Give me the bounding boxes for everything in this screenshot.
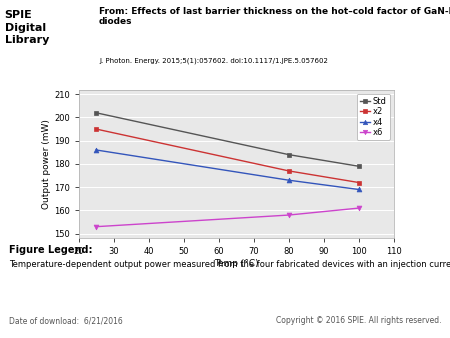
Text: SPIE
Digital
Library: SPIE Digital Library [4,10,49,45]
Line: Std: Std [94,111,361,169]
Y-axis label: Output power (mW): Output power (mW) [42,119,51,209]
x4 [286,178,292,182]
Line: x6: x6 [94,206,361,229]
X-axis label: Temp (°C): Temp (°C) [214,259,259,268]
Legend: Std, x2, x4, x6: Std, x2, x4, x6 [356,94,390,140]
x2 [356,180,361,185]
Text: Temperature-dependent output power measured from the four fabricated devices wit: Temperature-dependent output power measu… [9,260,450,269]
x6 [286,213,292,217]
Std [286,153,292,157]
x6 [94,225,99,229]
x2 [286,169,292,173]
Std [356,164,361,168]
x2 [94,127,99,131]
Std [94,111,99,115]
Text: From: Effects of last barrier thickness on the hot–cold factor of GaN-based ligh: From: Effects of last barrier thickness … [99,7,450,26]
x6 [356,206,361,210]
x4 [356,188,361,192]
Line: x2: x2 [94,127,361,185]
Text: Date of download:  6/21/2016: Date of download: 6/21/2016 [9,316,123,325]
Text: Figure Legend:: Figure Legend: [9,245,93,255]
Text: J. Photon. Energy. 2015;5(1):057602. doi:10.1117/1.JPE.5.057602: J. Photon. Energy. 2015;5(1):057602. doi… [99,57,328,64]
Line: x4: x4 [94,148,361,192]
Text: Copyright © 2016 SPIE. All rights reserved.: Copyright © 2016 SPIE. All rights reserv… [275,316,441,325]
x4 [94,148,99,152]
